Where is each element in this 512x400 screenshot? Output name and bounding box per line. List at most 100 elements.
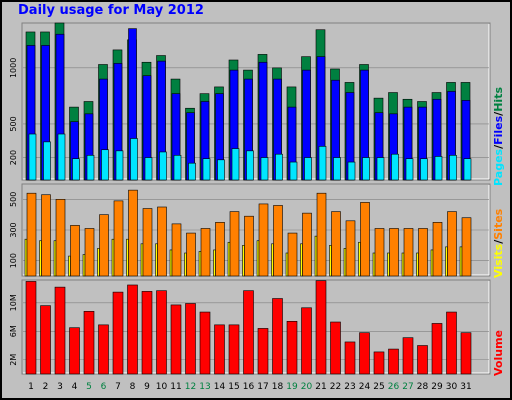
day-label: 30 — [446, 382, 458, 392]
sites-bar — [432, 222, 443, 277]
volume-bar — [373, 351, 385, 375]
pages-bar — [115, 150, 124, 181]
volume-bar — [25, 281, 37, 375]
volume-bar — [402, 337, 414, 375]
day-label: 31 — [460, 382, 471, 392]
pages-bar — [144, 157, 153, 181]
day-label: 25 — [373, 382, 384, 392]
day-label: 29 — [431, 382, 443, 392]
volume-bar — [388, 348, 399, 375]
sites-bar — [461, 217, 472, 277]
pages-bar — [101, 149, 109, 181]
pages-bar — [376, 157, 385, 181]
y-tick-label: 500 — [9, 116, 18, 131]
pages-bar — [231, 148, 240, 181]
visits-bar — [169, 249, 173, 277]
sites-bar — [215, 222, 225, 277]
sites-bar — [55, 199, 66, 277]
pages-bar — [333, 157, 341, 181]
y-tick-label: 2M — [9, 354, 18, 366]
volume-bar — [301, 307, 312, 375]
volume-bar — [112, 291, 124, 375]
day-label: 26 — [388, 382, 400, 392]
sites-bar — [302, 212, 312, 277]
pages-bar — [289, 161, 298, 181]
volume-bar — [83, 311, 95, 375]
legend-visits-sites: Visits/Sites — [492, 209, 505, 278]
visits-bar — [242, 245, 245, 277]
volume-bar — [40, 305, 51, 375]
visits-bar — [68, 255, 71, 277]
pages-bar — [86, 155, 95, 181]
volume-bar — [417, 345, 428, 375]
sites-bar — [171, 223, 182, 277]
volume-bar — [446, 311, 457, 375]
pages-bar — [449, 155, 457, 181]
pages-bar — [57, 133, 66, 181]
volume-bar — [214, 324, 225, 375]
day-label: 10 — [156, 382, 168, 392]
sites-bar — [316, 192, 327, 277]
day-label: 22 — [330, 382, 341, 392]
sites-bar — [403, 228, 414, 277]
visits-bar — [198, 251, 202, 277]
sites-bar — [99, 214, 109, 277]
day-label: 23 — [344, 382, 355, 392]
visits-bar — [227, 241, 231, 277]
sites-bar — [418, 228, 428, 277]
sites-bar — [113, 200, 124, 277]
day-label: 4 — [72, 382, 78, 392]
pages-bar — [260, 157, 269, 181]
sites-bar — [41, 194, 51, 277]
day-label: 7 — [115, 382, 121, 392]
visits-bar — [82, 254, 86, 277]
day-label: 1 — [28, 382, 34, 392]
visits-bar — [111, 238, 115, 277]
pages-bar — [420, 158, 428, 181]
day-label: 8 — [130, 382, 136, 392]
visits-bar — [155, 243, 158, 277]
day-label: 15 — [228, 382, 239, 392]
y-tick-label: 1000 — [9, 58, 18, 78]
day-label: 2 — [43, 382, 49, 392]
pages-bar — [275, 153, 283, 181]
day-label: 11 — [170, 382, 181, 392]
volume-bar — [330, 321, 341, 375]
volume-bar — [228, 324, 240, 375]
sites-bar — [84, 228, 95, 277]
day-label: 20 — [301, 382, 313, 392]
y-tick-label: 200 — [9, 150, 18, 165]
day-label: 24 — [359, 382, 371, 392]
volume-bar — [272, 298, 283, 375]
pages-bar — [347, 161, 356, 181]
sites-bar — [157, 206, 167, 277]
sites-bar — [70, 225, 80, 277]
volume-bar — [127, 284, 138, 375]
sites-bar — [200, 228, 211, 277]
sites-bar — [374, 228, 385, 277]
sites-bar — [258, 203, 269, 277]
day-label: 14 — [214, 382, 226, 392]
sites-bar — [389, 228, 399, 277]
y-tick-label: 500 — [9, 192, 18, 207]
y-tick-label: 300 — [9, 222, 18, 237]
sites-bar — [345, 220, 356, 277]
sites-bar — [273, 205, 283, 277]
day-label: 9 — [144, 382, 150, 392]
day-label: 27 — [402, 382, 413, 392]
sites-bar — [287, 232, 298, 277]
sites-bar — [26, 192, 37, 277]
day-label: 12 — [185, 382, 196, 392]
visits-bar — [97, 248, 100, 277]
pages-bar — [318, 146, 327, 181]
legend-sep: / — [492, 111, 505, 116]
volume-bar — [156, 290, 167, 375]
sites-bar — [128, 189, 138, 277]
volume-bar — [69, 327, 80, 375]
day-label: 28 — [417, 382, 429, 392]
legend-hits: Hits — [492, 86, 505, 112]
pages-bar — [130, 138, 138, 181]
legend-visits: Visits — [492, 243, 505, 278]
legend-files: Files — [492, 115, 505, 145]
